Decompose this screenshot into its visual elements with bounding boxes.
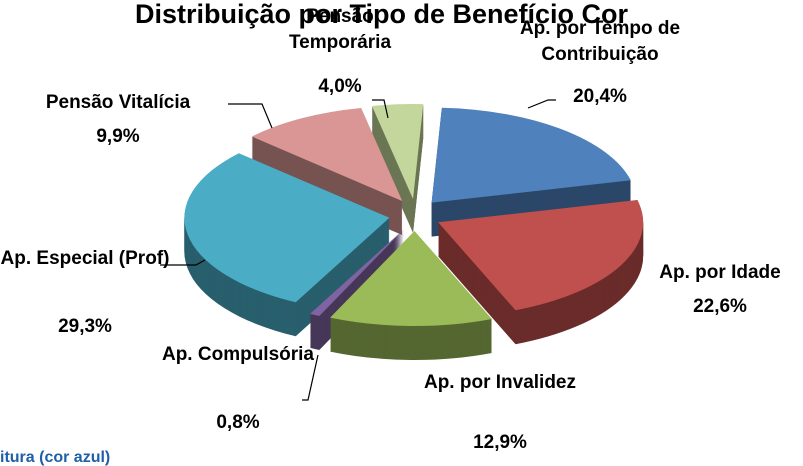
slice bbox=[330, 230, 492, 326]
leader-line bbox=[228, 103, 273, 129]
slice-label: Ap. Especial (Prof) bbox=[0, 248, 170, 269]
slice bbox=[371, 104, 424, 200]
slice-label: Ap. Compulsória bbox=[161, 344, 314, 365]
value-label: 29,3% bbox=[58, 316, 112, 337]
slice bbox=[310, 229, 404, 316]
value-label: 20,4% bbox=[573, 86, 627, 107]
pie bbox=[184, 104, 644, 360]
note: itura (cor azul) bbox=[0, 449, 110, 466]
slice-label: Ap. por Tempo de Contribuição bbox=[519, 18, 681, 65]
value-label: 12,9% bbox=[473, 432, 527, 453]
leader-line bbox=[372, 99, 389, 119]
slice-label: Ap. por Invalidez bbox=[423, 372, 577, 393]
slice-label: Pensão Vitalícia bbox=[45, 92, 191, 113]
slice bbox=[438, 199, 644, 311]
chart-title: Distribuição por Tipo de Benefício Cor bbox=[135, 0, 629, 29]
value-label: 4,0% bbox=[318, 76, 362, 97]
slice-label: Pensão Temporária bbox=[288, 6, 392, 53]
value-label: 22,6% bbox=[693, 296, 747, 317]
slice-label: Ap. por Idade bbox=[659, 262, 781, 283]
slice bbox=[431, 107, 631, 203]
leader-line bbox=[527, 99, 556, 109]
value-label: 9,9% bbox=[96, 126, 140, 147]
leader-line bbox=[160, 259, 206, 266]
leader-line bbox=[302, 354, 319, 401]
value-label: 0,8% bbox=[216, 412, 260, 433]
slice bbox=[184, 153, 390, 303]
slice bbox=[251, 107, 403, 202]
